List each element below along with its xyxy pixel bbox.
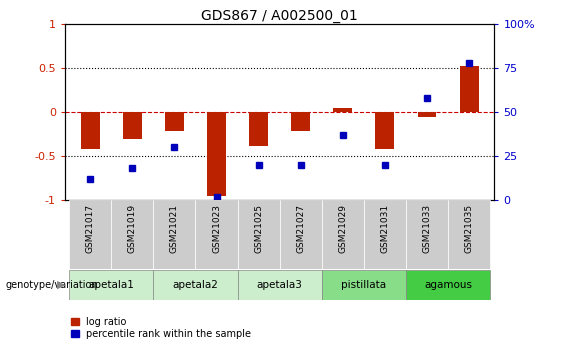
Bar bbox=[333, 108, 353, 112]
Bar bbox=[448, 200, 490, 269]
Text: genotype/variation: genotype/variation bbox=[6, 280, 98, 289]
Bar bbox=[406, 200, 448, 269]
Text: GSM21023: GSM21023 bbox=[212, 204, 221, 253]
Bar bbox=[237, 270, 322, 299]
Text: GSM21025: GSM21025 bbox=[254, 204, 263, 253]
Text: GSM21021: GSM21021 bbox=[170, 204, 179, 253]
Bar bbox=[207, 112, 226, 196]
Text: agamous: agamous bbox=[424, 280, 472, 289]
Bar bbox=[69, 270, 153, 299]
Bar bbox=[69, 200, 111, 269]
Legend: log ratio, percentile rank within the sample: log ratio, percentile rank within the sa… bbox=[70, 316, 253, 340]
Bar bbox=[153, 200, 195, 269]
Bar bbox=[280, 200, 322, 269]
Bar bbox=[249, 112, 268, 146]
Text: apetala2: apetala2 bbox=[172, 280, 219, 289]
Text: apetala1: apetala1 bbox=[88, 280, 134, 289]
Bar bbox=[418, 112, 437, 117]
Text: apetala3: apetala3 bbox=[257, 280, 303, 289]
Bar bbox=[153, 270, 237, 299]
Bar bbox=[123, 112, 142, 138]
Bar bbox=[195, 200, 237, 269]
Text: GSM21035: GSM21035 bbox=[464, 204, 473, 253]
Bar bbox=[406, 270, 490, 299]
Text: GSM21029: GSM21029 bbox=[338, 204, 347, 253]
Text: GSM21027: GSM21027 bbox=[296, 204, 305, 253]
Bar bbox=[291, 112, 310, 131]
Bar bbox=[111, 200, 153, 269]
Text: GSM21031: GSM21031 bbox=[380, 204, 389, 253]
Bar bbox=[460, 66, 479, 112]
Bar bbox=[81, 112, 99, 149]
Bar bbox=[237, 200, 280, 269]
Bar bbox=[364, 200, 406, 269]
Text: pistillata: pistillata bbox=[341, 280, 386, 289]
Text: GSM21017: GSM21017 bbox=[86, 204, 95, 253]
Bar bbox=[322, 200, 364, 269]
Title: GDS867 / A002500_01: GDS867 / A002500_01 bbox=[201, 9, 358, 23]
Bar bbox=[165, 112, 184, 131]
Text: GSM21033: GSM21033 bbox=[423, 204, 432, 253]
Text: ▶: ▶ bbox=[56, 280, 66, 289]
Text: GSM21019: GSM21019 bbox=[128, 204, 137, 253]
Bar bbox=[376, 112, 394, 149]
Bar bbox=[322, 270, 406, 299]
